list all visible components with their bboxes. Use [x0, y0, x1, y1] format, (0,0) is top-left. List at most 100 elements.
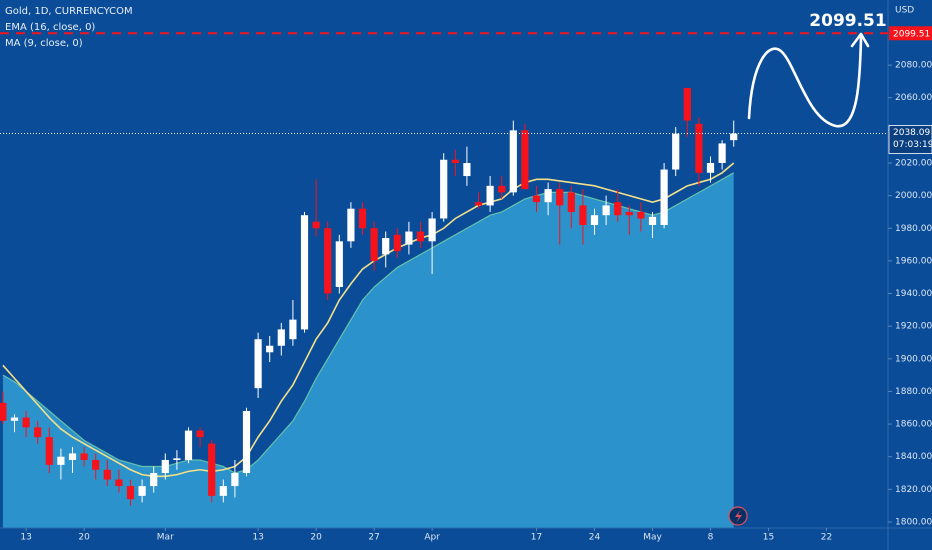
- y-tick-label: 1980.00: [895, 224, 932, 234]
- candle-body: [660, 169, 668, 226]
- candle-body: [428, 218, 436, 242]
- candle-body: [57, 456, 65, 465]
- x-tick-label: 22: [821, 533, 832, 543]
- x-tick-label: 13: [20, 533, 31, 543]
- candle-body: [196, 430, 204, 438]
- target-box: [889, 26, 932, 41]
- candle-body: [335, 241, 343, 288]
- y-tick-label: 1840.00: [895, 452, 932, 462]
- candle-body: [68, 453, 77, 460]
- candle-body: [486, 185, 494, 206]
- candle-body: [254, 339, 262, 389]
- target-annotation: 2099.51: [809, 11, 886, 31]
- candle-body: [358, 208, 367, 229]
- y-tick-label: 1880.00: [895, 387, 932, 397]
- candle-body: [498, 185, 506, 193]
- y-tick-label: 2060.00: [895, 93, 932, 103]
- x-tick-label: Mar: [157, 533, 174, 543]
- y-tick-label: 1800.00: [895, 517, 932, 527]
- candle-body: [324, 228, 332, 294]
- candle-body: [277, 329, 285, 346]
- x-tick-label: Apr: [424, 533, 440, 543]
- candle-body: [266, 345, 274, 353]
- candle-body: [34, 427, 42, 438]
- candle-body: [648, 216, 657, 226]
- candle-body: [405, 231, 413, 245]
- y-tick-label: 2000.00: [895, 191, 932, 201]
- y-tick-label: 1820.00: [895, 485, 932, 495]
- candle-body: [730, 133, 738, 141]
- candle-body: [92, 459, 100, 470]
- candle-body: [300, 215, 309, 330]
- ema-line: [2, 162, 735, 478]
- candle-body: [683, 87, 691, 121]
- candle-body: [173, 458, 181, 460]
- candle-body: [637, 211, 645, 219]
- candle-body: [602, 205, 610, 216]
- x-tick-label: 17: [531, 533, 542, 543]
- currency-label: USD: [895, 6, 914, 16]
- candle-body: [370, 228, 378, 261]
- candle-body: [440, 159, 448, 219]
- x-tick-label: 24: [589, 533, 601, 543]
- candle-body: [706, 163, 715, 173]
- x-tick-label: 20: [78, 533, 90, 543]
- last-price-label: 2038.09: [893, 128, 930, 138]
- candle-body: [103, 469, 111, 480]
- candle-body: [672, 133, 680, 170]
- candle-body: [474, 202, 483, 206]
- candle-body: [208, 443, 216, 496]
- target-axis-label: 2099.51: [893, 29, 930, 39]
- x-tick-label: 27: [368, 533, 379, 543]
- candle-body: [22, 417, 30, 428]
- candle-body: [416, 231, 425, 242]
- candle-body: [219, 486, 227, 496]
- candle-body: [115, 479, 123, 487]
- ma-line: [2, 172, 735, 474]
- candle-body: [393, 234, 401, 252]
- y-tick-label: 2020.00: [895, 159, 932, 169]
- x-tick-label: 13: [252, 533, 263, 543]
- candle-body: [567, 192, 575, 212]
- x-tick-label: 20: [310, 533, 322, 543]
- candle-body: [556, 189, 564, 206]
- candle-body: [80, 453, 88, 460]
- x-tick-label: May: [643, 533, 662, 543]
- indicator-legend: MA (9, close, 0): [5, 38, 83, 49]
- candle-body: [231, 473, 239, 487]
- candle-body: [45, 437, 53, 465]
- plot-area: [0, 87, 738, 528]
- candle-body: [718, 143, 726, 164]
- candle-body: [382, 238, 390, 255]
- candle-body: [579, 205, 587, 226]
- y-tick-label: 1940.00: [895, 289, 932, 299]
- candle-body: [312, 221, 320, 229]
- y-tick-label: 1920.00: [895, 322, 932, 332]
- candle-body: [242, 411, 251, 474]
- y-tick-label: 1900.00: [895, 354, 932, 364]
- candle-body: [544, 189, 552, 203]
- candle-body: [521, 130, 529, 190]
- x-tick-label: 8: [708, 533, 714, 543]
- candle-body: [150, 473, 158, 487]
- candle-body: [10, 417, 19, 421]
- candle-body: [614, 202, 622, 216]
- replay-icon[interactable]: [728, 506, 748, 526]
- candle-body: [625, 211, 633, 216]
- candle-body: [509, 130, 517, 193]
- candle-body: [289, 319, 297, 340]
- candle-body: [695, 123, 703, 173]
- last-price-box: [888, 125, 932, 154]
- candle-body: [451, 159, 459, 164]
- countdown-label: 07:03:19: [893, 140, 932, 150]
- candle-body: [347, 208, 355, 242]
- ma-area: [2, 172, 734, 528]
- candle-body: [532, 195, 541, 203]
- indicator-legend: EMA (16, close, 0): [5, 22, 95, 33]
- candle-body: [184, 430, 193, 460]
- x-tick-label: 15: [763, 533, 774, 543]
- candle-body: [590, 215, 599, 226]
- candle-body: [0, 402, 7, 421]
